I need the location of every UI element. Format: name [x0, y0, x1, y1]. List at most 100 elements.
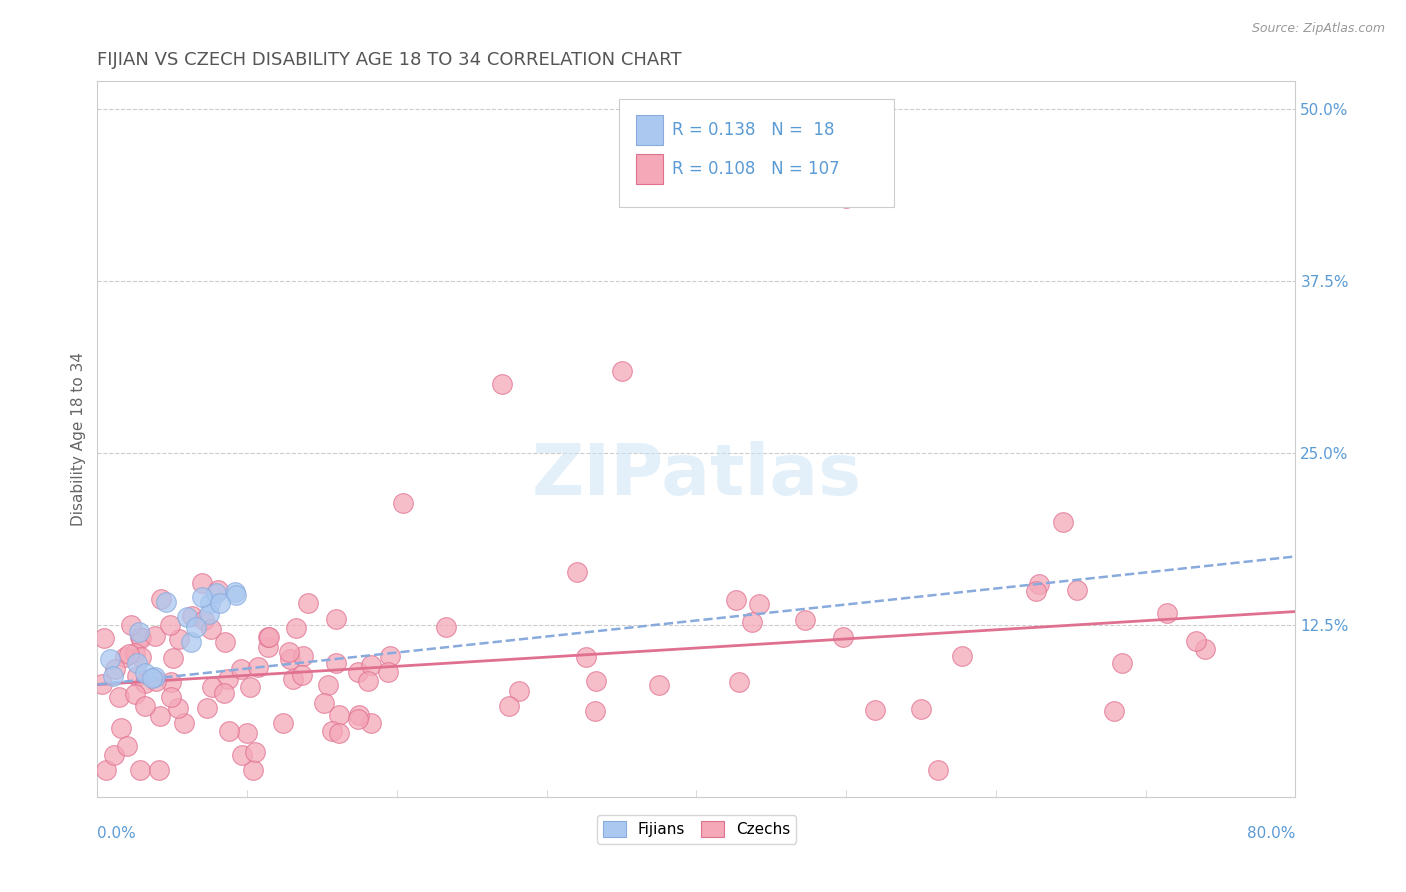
Text: 80.0%: 80.0% [1247, 826, 1295, 841]
Point [256, 640, 278, 655]
Point [191, 590, 214, 604]
Point [128, 625, 150, 640]
Point [273, 716, 295, 731]
Point [224, 585, 246, 599]
Point [200, 622, 222, 636]
Point [173, 715, 195, 730]
Point [1194, 642, 1216, 657]
Point [218, 723, 240, 738]
Point [149, 709, 172, 723]
Point [291, 649, 314, 664]
Point [1102, 704, 1125, 718]
Point [950, 648, 973, 663]
Point [725, 593, 748, 607]
Point [225, 588, 247, 602]
Point [297, 596, 319, 610]
Point [94, 763, 117, 777]
Point [321, 723, 343, 738]
Point [205, 586, 228, 600]
Point [169, 632, 191, 646]
Point [217, 673, 239, 687]
Text: R = 0.138   N =  18: R = 0.138 N = 18 [672, 121, 835, 139]
Point [118, 647, 141, 661]
Point [141, 671, 163, 685]
Point [180, 609, 202, 624]
Point [325, 612, 347, 626]
Point [162, 651, 184, 665]
Point [247, 660, 270, 674]
Point [201, 680, 224, 694]
Point [180, 635, 202, 649]
Point [131, 631, 153, 645]
Point [316, 678, 339, 692]
Text: FIJIAN VS CZECH DISABILITY AGE 18 TO 34 CORRELATION CHART: FIJIAN VS CZECH DISABILITY AGE 18 TO 34 … [97, 51, 682, 69]
Bar [637, 115, 662, 145]
Point [108, 690, 131, 705]
Text: ZIPatlas: ZIPatlas [531, 441, 862, 509]
Point [1185, 634, 1208, 648]
Point [281, 673, 304, 687]
Point [325, 656, 347, 670]
Point [360, 716, 382, 731]
Point [243, 745, 266, 759]
Point [835, 191, 858, 205]
Point [176, 609, 198, 624]
Point [124, 688, 146, 702]
Point [1025, 583, 1047, 598]
Point [491, 377, 513, 392]
Point [741, 615, 763, 629]
Point [727, 675, 749, 690]
Point [349, 708, 371, 723]
Point [1066, 582, 1088, 597]
Point [434, 620, 457, 634]
Point [134, 676, 156, 690]
Point [160, 675, 183, 690]
Point [114, 649, 136, 664]
Point [93, 631, 115, 645]
Point [565, 565, 588, 579]
Point [748, 597, 770, 611]
Point [214, 634, 236, 648]
Point [1052, 516, 1074, 530]
Point [347, 712, 370, 726]
Point [793, 614, 815, 628]
Point [148, 763, 170, 777]
Text: 0.0%: 0.0% [97, 826, 136, 841]
Point [1111, 656, 1133, 670]
Point [125, 656, 148, 670]
Point [831, 631, 853, 645]
Point [257, 630, 280, 644]
Legend: Fijians, Czechs: Fijians, Czechs [596, 815, 796, 844]
Point [278, 651, 301, 665]
Point [110, 721, 132, 735]
Point [377, 665, 399, 680]
Point [508, 684, 530, 698]
Point [127, 669, 149, 683]
Point [277, 645, 299, 659]
Point [104, 661, 127, 675]
Point [124, 646, 146, 660]
Point [129, 650, 152, 665]
Point [1028, 576, 1050, 591]
Point [346, 665, 368, 679]
Point [257, 630, 280, 644]
Point [145, 629, 167, 643]
Point [160, 690, 183, 705]
Point [98, 651, 121, 665]
Point [90, 677, 112, 691]
Point [863, 702, 886, 716]
Point [143, 670, 166, 684]
Point [927, 763, 949, 777]
Point [134, 698, 156, 713]
Point [155, 595, 177, 609]
Point [128, 763, 150, 777]
Point [357, 674, 380, 689]
Point [186, 619, 208, 633]
Point [312, 696, 335, 710]
Point [195, 701, 218, 715]
Point [583, 704, 606, 718]
Point [159, 618, 181, 632]
Point [585, 674, 607, 689]
Point [120, 617, 142, 632]
Point [198, 607, 221, 621]
